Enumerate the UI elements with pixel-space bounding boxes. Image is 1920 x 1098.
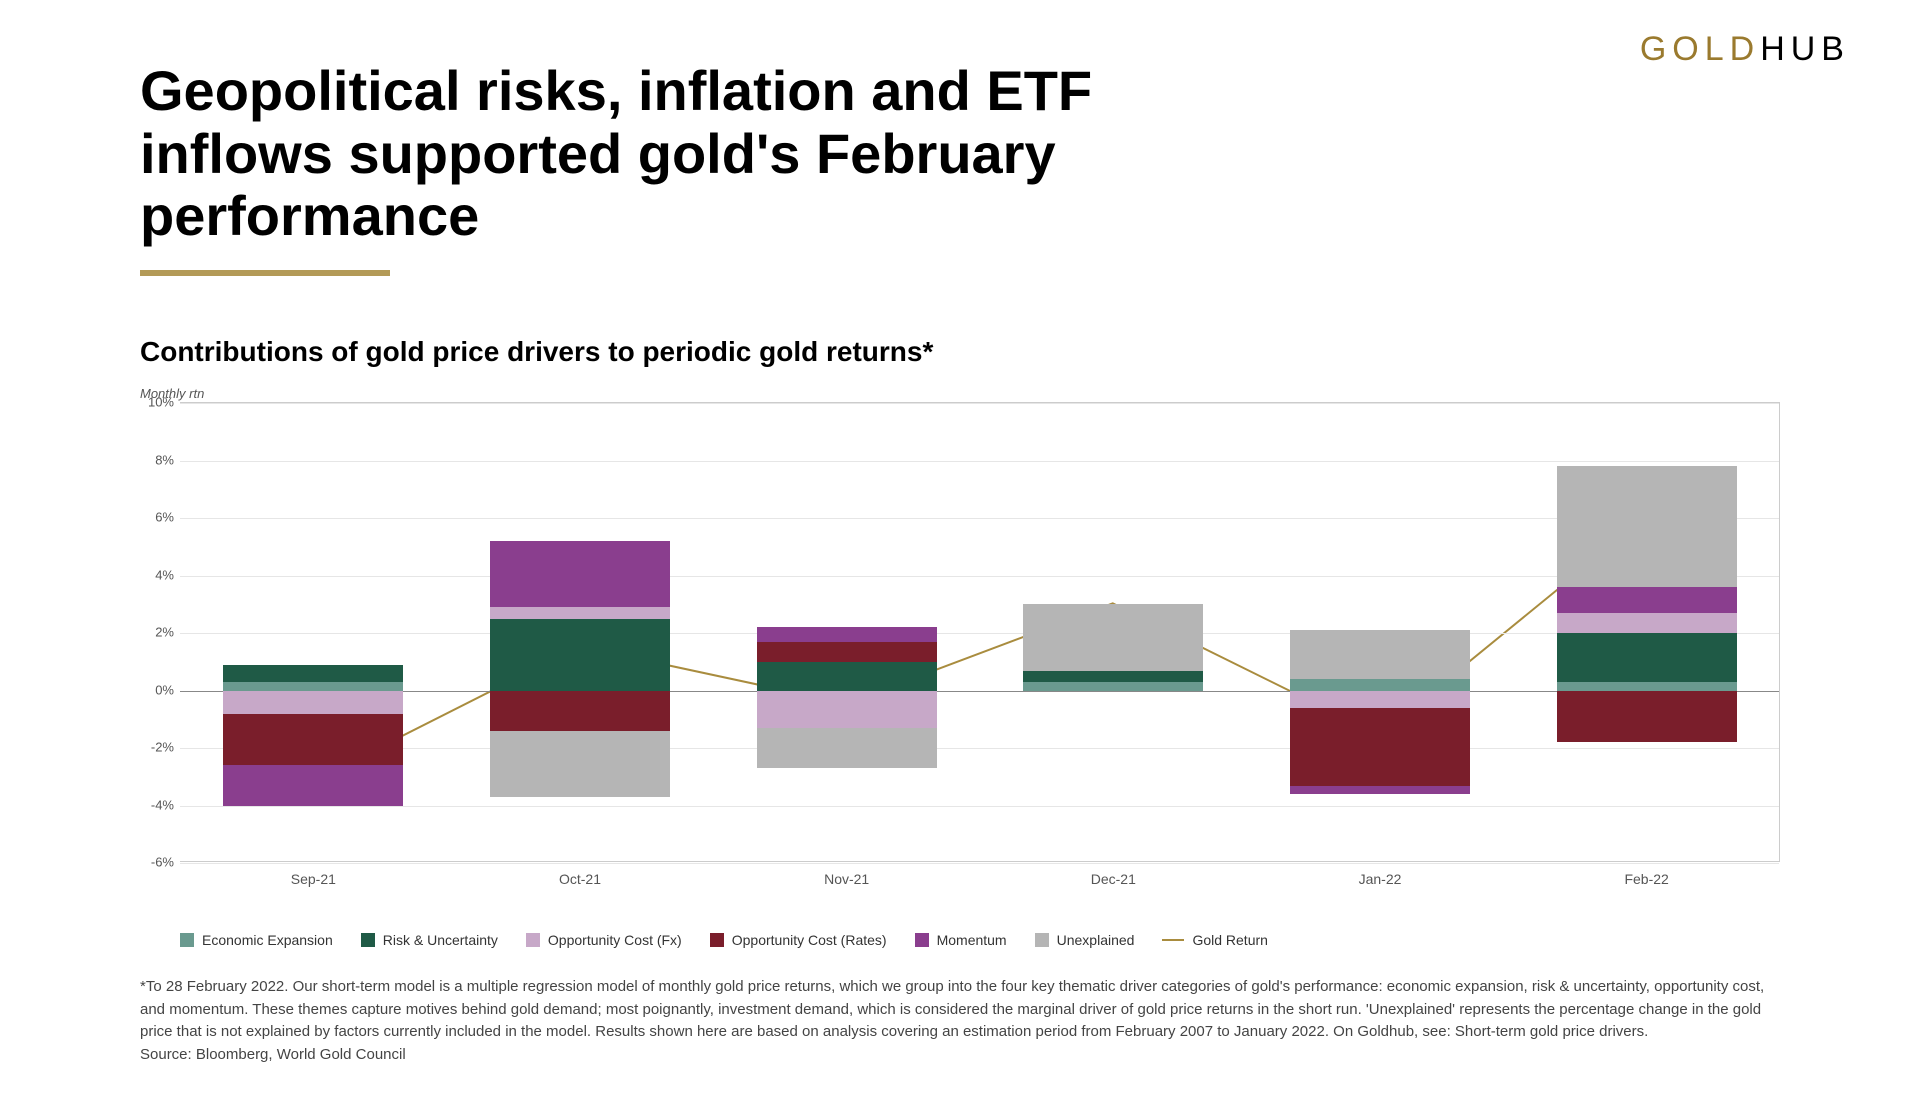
grid-line xyxy=(180,518,1779,519)
legend-item: Opportunity Cost (Rates) xyxy=(710,932,887,948)
legend-line-swatch xyxy=(1162,939,1184,941)
bar-segment-opportunity-cost-rates xyxy=(1557,691,1737,743)
legend-label: Opportunity Cost (Rates) xyxy=(732,932,887,948)
bar-segment-opportunity-cost-rates xyxy=(757,642,937,662)
legend-label: Opportunity Cost (Fx) xyxy=(548,932,682,948)
y-tick-label: 10% xyxy=(134,395,174,410)
legend-swatch xyxy=(915,933,929,947)
bar-segment-unexplained xyxy=(757,728,937,768)
x-tick-label: Sep-21 xyxy=(223,871,403,887)
bar-group: Dec-21 xyxy=(1023,403,1203,861)
bar-segment-opportunity-cost-fx xyxy=(1290,691,1470,708)
legend-swatch xyxy=(710,933,724,947)
legend-item-line: Gold Return xyxy=(1162,932,1267,948)
bar-segment-unexplained xyxy=(490,731,670,797)
logo-part-gold: GOLD xyxy=(1640,30,1760,68)
legend-swatch xyxy=(361,933,375,947)
legend-item: Economic Expansion xyxy=(180,932,333,948)
y-tick-label: 0% xyxy=(134,682,174,697)
x-tick-label: Oct-21 xyxy=(490,871,670,887)
legend-swatch xyxy=(526,933,540,947)
legend-swatch xyxy=(1035,933,1049,947)
y-tick-label: 2% xyxy=(134,625,174,640)
bar-segment-unexplained xyxy=(1290,630,1470,679)
bar-group: Sep-21 xyxy=(223,403,403,861)
legend-label: Risk & Uncertainty xyxy=(383,932,498,948)
y-tick-label: -4% xyxy=(134,797,174,812)
bar-group: Feb-22 xyxy=(1557,403,1737,861)
grid-line xyxy=(180,863,1779,864)
chart-container: Monthly rtn -6%-4%-2%0%2%4%6%8%10% Sep-2… xyxy=(140,386,1780,886)
bar-segment-momentum xyxy=(490,541,670,607)
bar-segment-economic-expansion xyxy=(1023,682,1203,691)
plot-outer: -6%-4%-2%0%2%4%6%8%10% Sep-21Oct-21Nov-2… xyxy=(140,402,1780,862)
bar-segment-risk-uncertainty xyxy=(1023,671,1203,683)
x-tick-label: Jan-22 xyxy=(1290,871,1470,887)
x-tick-label: Dec-21 xyxy=(1023,871,1203,887)
bar-segment-economic-expansion xyxy=(223,682,403,691)
plot-area: Sep-21 Oct-21 Nov-21 Dec-21 Jan-22 Feb-22 xyxy=(180,402,1780,862)
chart-subtitle: Contributions of gold price drivers to p… xyxy=(140,336,1780,368)
footnote-text: *To 28 February 2022. Our short-term mod… xyxy=(140,976,1780,1066)
bar-segment-opportunity-cost-fx xyxy=(757,691,937,728)
x-tick-label: Feb-22 xyxy=(1557,871,1737,887)
grid-line xyxy=(180,403,1779,404)
grid-line xyxy=(180,461,1779,462)
bar-segment-risk-uncertainty xyxy=(490,619,670,691)
bar-group: Nov-21 xyxy=(757,403,937,861)
logo-part-hub: HUB xyxy=(1760,30,1850,68)
grid-line xyxy=(180,633,1779,634)
bar-segment-opportunity-cost-fx xyxy=(490,607,670,619)
legend-item: Unexplained xyxy=(1035,932,1135,948)
grid-line xyxy=(180,576,1779,577)
chart-legend: Economic Expansion Risk & Uncertainty Oppo… xyxy=(140,932,1780,948)
legend-label: Gold Return xyxy=(1192,932,1267,948)
bar-segment-momentum xyxy=(223,765,403,805)
bar-segment-momentum xyxy=(1557,587,1737,613)
bar-segment-opportunity-cost-fx xyxy=(1557,613,1737,633)
y-tick-label: -6% xyxy=(134,855,174,870)
bar-group: Oct-21 xyxy=(490,403,670,861)
title-underline xyxy=(140,270,390,276)
grid-line xyxy=(180,748,1779,749)
legend-item: Momentum xyxy=(915,932,1007,948)
bar-segment-economic-expansion xyxy=(1290,679,1470,691)
zero-line xyxy=(180,691,1779,692)
y-tick-label: -2% xyxy=(134,740,174,755)
legend-label: Momentum xyxy=(937,932,1007,948)
bar-segment-opportunity-cost-rates xyxy=(223,714,403,766)
bar-segment-momentum xyxy=(757,627,937,641)
legend-swatch xyxy=(180,933,194,947)
bar-segment-risk-uncertainty xyxy=(757,662,937,691)
page-root: GOLDHUB Geopolitical risks, inflation an… xyxy=(0,0,1920,1098)
brand-logo: GOLDHUB xyxy=(1640,30,1850,69)
y-tick-label: 8% xyxy=(134,452,174,467)
bar-segment-momentum xyxy=(1290,786,1470,795)
page-title: Geopolitical risks, inflation and ETF in… xyxy=(140,60,1140,248)
legend-label: Unexplained xyxy=(1057,932,1135,948)
legend-item: Risk & Uncertainty xyxy=(361,932,498,948)
bar-segment-opportunity-cost-fx xyxy=(223,691,403,714)
gold-return-line xyxy=(180,403,1779,861)
bar-segment-opportunity-cost-rates xyxy=(1290,708,1470,786)
bar-group: Jan-22 xyxy=(1290,403,1470,861)
bar-segment-unexplained xyxy=(1023,604,1203,670)
bar-segment-unexplained xyxy=(1557,466,1737,587)
y-tick-label: 4% xyxy=(134,567,174,582)
legend-label: Economic Expansion xyxy=(202,932,333,948)
bar-segment-risk-uncertainty xyxy=(1557,633,1737,682)
x-tick-label: Nov-21 xyxy=(757,871,937,887)
bar-segment-economic-expansion xyxy=(1557,682,1737,691)
y-tick-label: 6% xyxy=(134,510,174,525)
bar-segment-opportunity-cost-rates xyxy=(490,691,670,731)
bar-segment-risk-uncertainty xyxy=(223,665,403,682)
grid-line xyxy=(180,806,1779,807)
legend-item: Opportunity Cost (Fx) xyxy=(526,932,682,948)
